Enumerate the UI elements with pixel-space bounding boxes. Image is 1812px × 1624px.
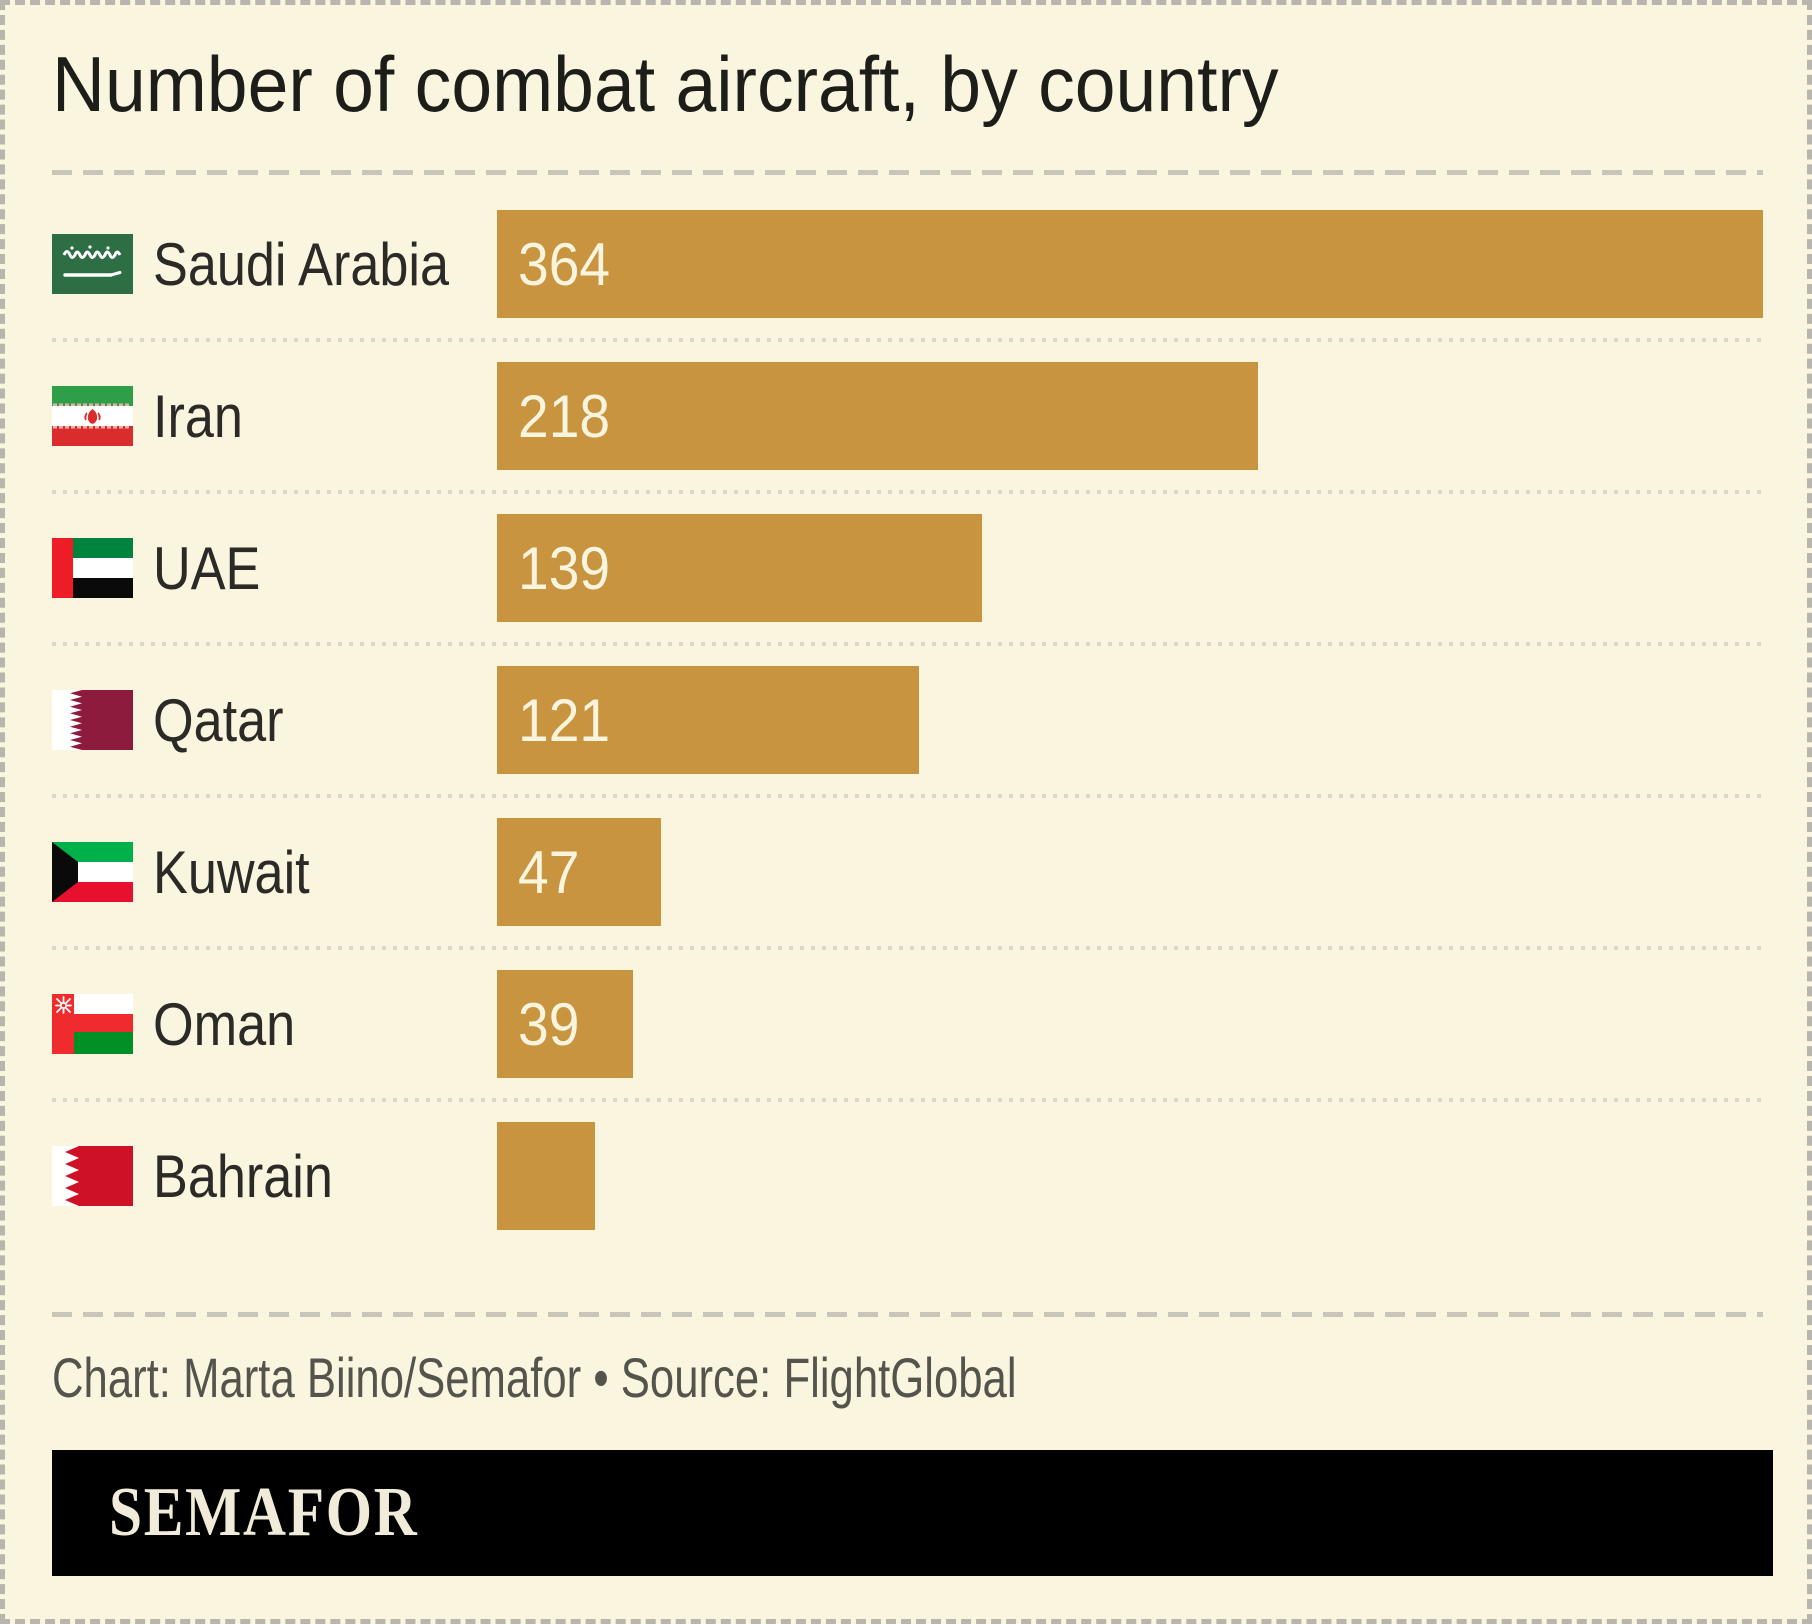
row-separator xyxy=(52,946,1763,950)
table-row: UAE 139 xyxy=(52,494,1763,642)
bar-chart: Saudi Arabia 364 Iran 218 xyxy=(52,190,1763,1250)
bar-value-label: 364 xyxy=(518,230,611,298)
row-separator xyxy=(52,338,1763,342)
bar-uae: 139 xyxy=(497,514,982,622)
qatar-flag-icon xyxy=(52,690,133,750)
country-label: UAE xyxy=(153,534,261,602)
bar-bahrain xyxy=(497,1122,595,1230)
semafor-logo: SEMAFOR xyxy=(109,1474,419,1551)
bar-value-label: 47 xyxy=(518,838,580,906)
bar-qatar: 121 xyxy=(497,666,919,774)
table-row: Oman 39 xyxy=(52,950,1763,1098)
table-row: Saudi Arabia 364 xyxy=(52,190,1763,338)
country-label: Qatar xyxy=(153,686,284,754)
chart-credit-text: Chart: Marta Biino/Semafor • Source: Fli… xyxy=(52,1346,1017,1409)
uae-flag-icon xyxy=(52,538,133,598)
country-label: Kuwait xyxy=(153,838,310,906)
bar-oman: 39 xyxy=(497,970,633,1078)
title-separator xyxy=(52,170,1763,175)
row-separator xyxy=(52,794,1763,798)
saudi-arabia-flag-icon xyxy=(52,234,133,294)
country-label: Bahrain xyxy=(153,1142,333,1210)
country-label: Saudi Arabia xyxy=(153,230,450,298)
row-separator xyxy=(52,1098,1763,1102)
bar-saudi-arabia: 364 xyxy=(497,210,1763,318)
chart-credit: Chart: Marta Biino/Semafor • Source: Fli… xyxy=(52,1343,1763,1413)
row-separator xyxy=(52,490,1763,494)
bar-value-label: 218 xyxy=(518,382,611,450)
kuwait-flag-icon xyxy=(52,842,133,902)
table-row: Kuwait 47 xyxy=(52,798,1763,946)
row-header: Bahrain xyxy=(52,1142,497,1211)
chart-title-text: Number of combat aircraft, by country xyxy=(52,40,1279,128)
row-header: Kuwait xyxy=(52,838,497,907)
row-separator xyxy=(52,642,1763,646)
oman-flag-icon xyxy=(52,994,133,1054)
iran-flag-icon xyxy=(52,386,133,446)
row-header: UAE xyxy=(52,534,497,603)
table-row: Bahrain xyxy=(52,1102,1763,1250)
chart-title: Number of combat aircraft, by country xyxy=(52,38,1763,130)
footer-separator xyxy=(52,1312,1763,1317)
bar-iran: 218 xyxy=(497,362,1258,470)
table-row: Qatar 121 xyxy=(52,646,1763,794)
bar-kuwait: 47 xyxy=(497,818,661,926)
semafor-logo-bar: SEMAFOR xyxy=(52,1450,1773,1576)
table-row: Iran 218 xyxy=(52,342,1763,490)
bar-value-label: 121 xyxy=(518,686,611,754)
bar-value-label: 39 xyxy=(518,990,580,1058)
country-label: Iran xyxy=(153,382,243,450)
country-label: Oman xyxy=(153,990,296,1058)
row-header: Oman xyxy=(52,990,497,1059)
row-header: Iran xyxy=(52,382,497,451)
bahrain-flag-icon xyxy=(52,1146,133,1206)
row-header: Qatar xyxy=(52,686,497,755)
bar-value-label: 139 xyxy=(518,534,611,602)
row-header: Saudi Arabia xyxy=(52,230,497,299)
